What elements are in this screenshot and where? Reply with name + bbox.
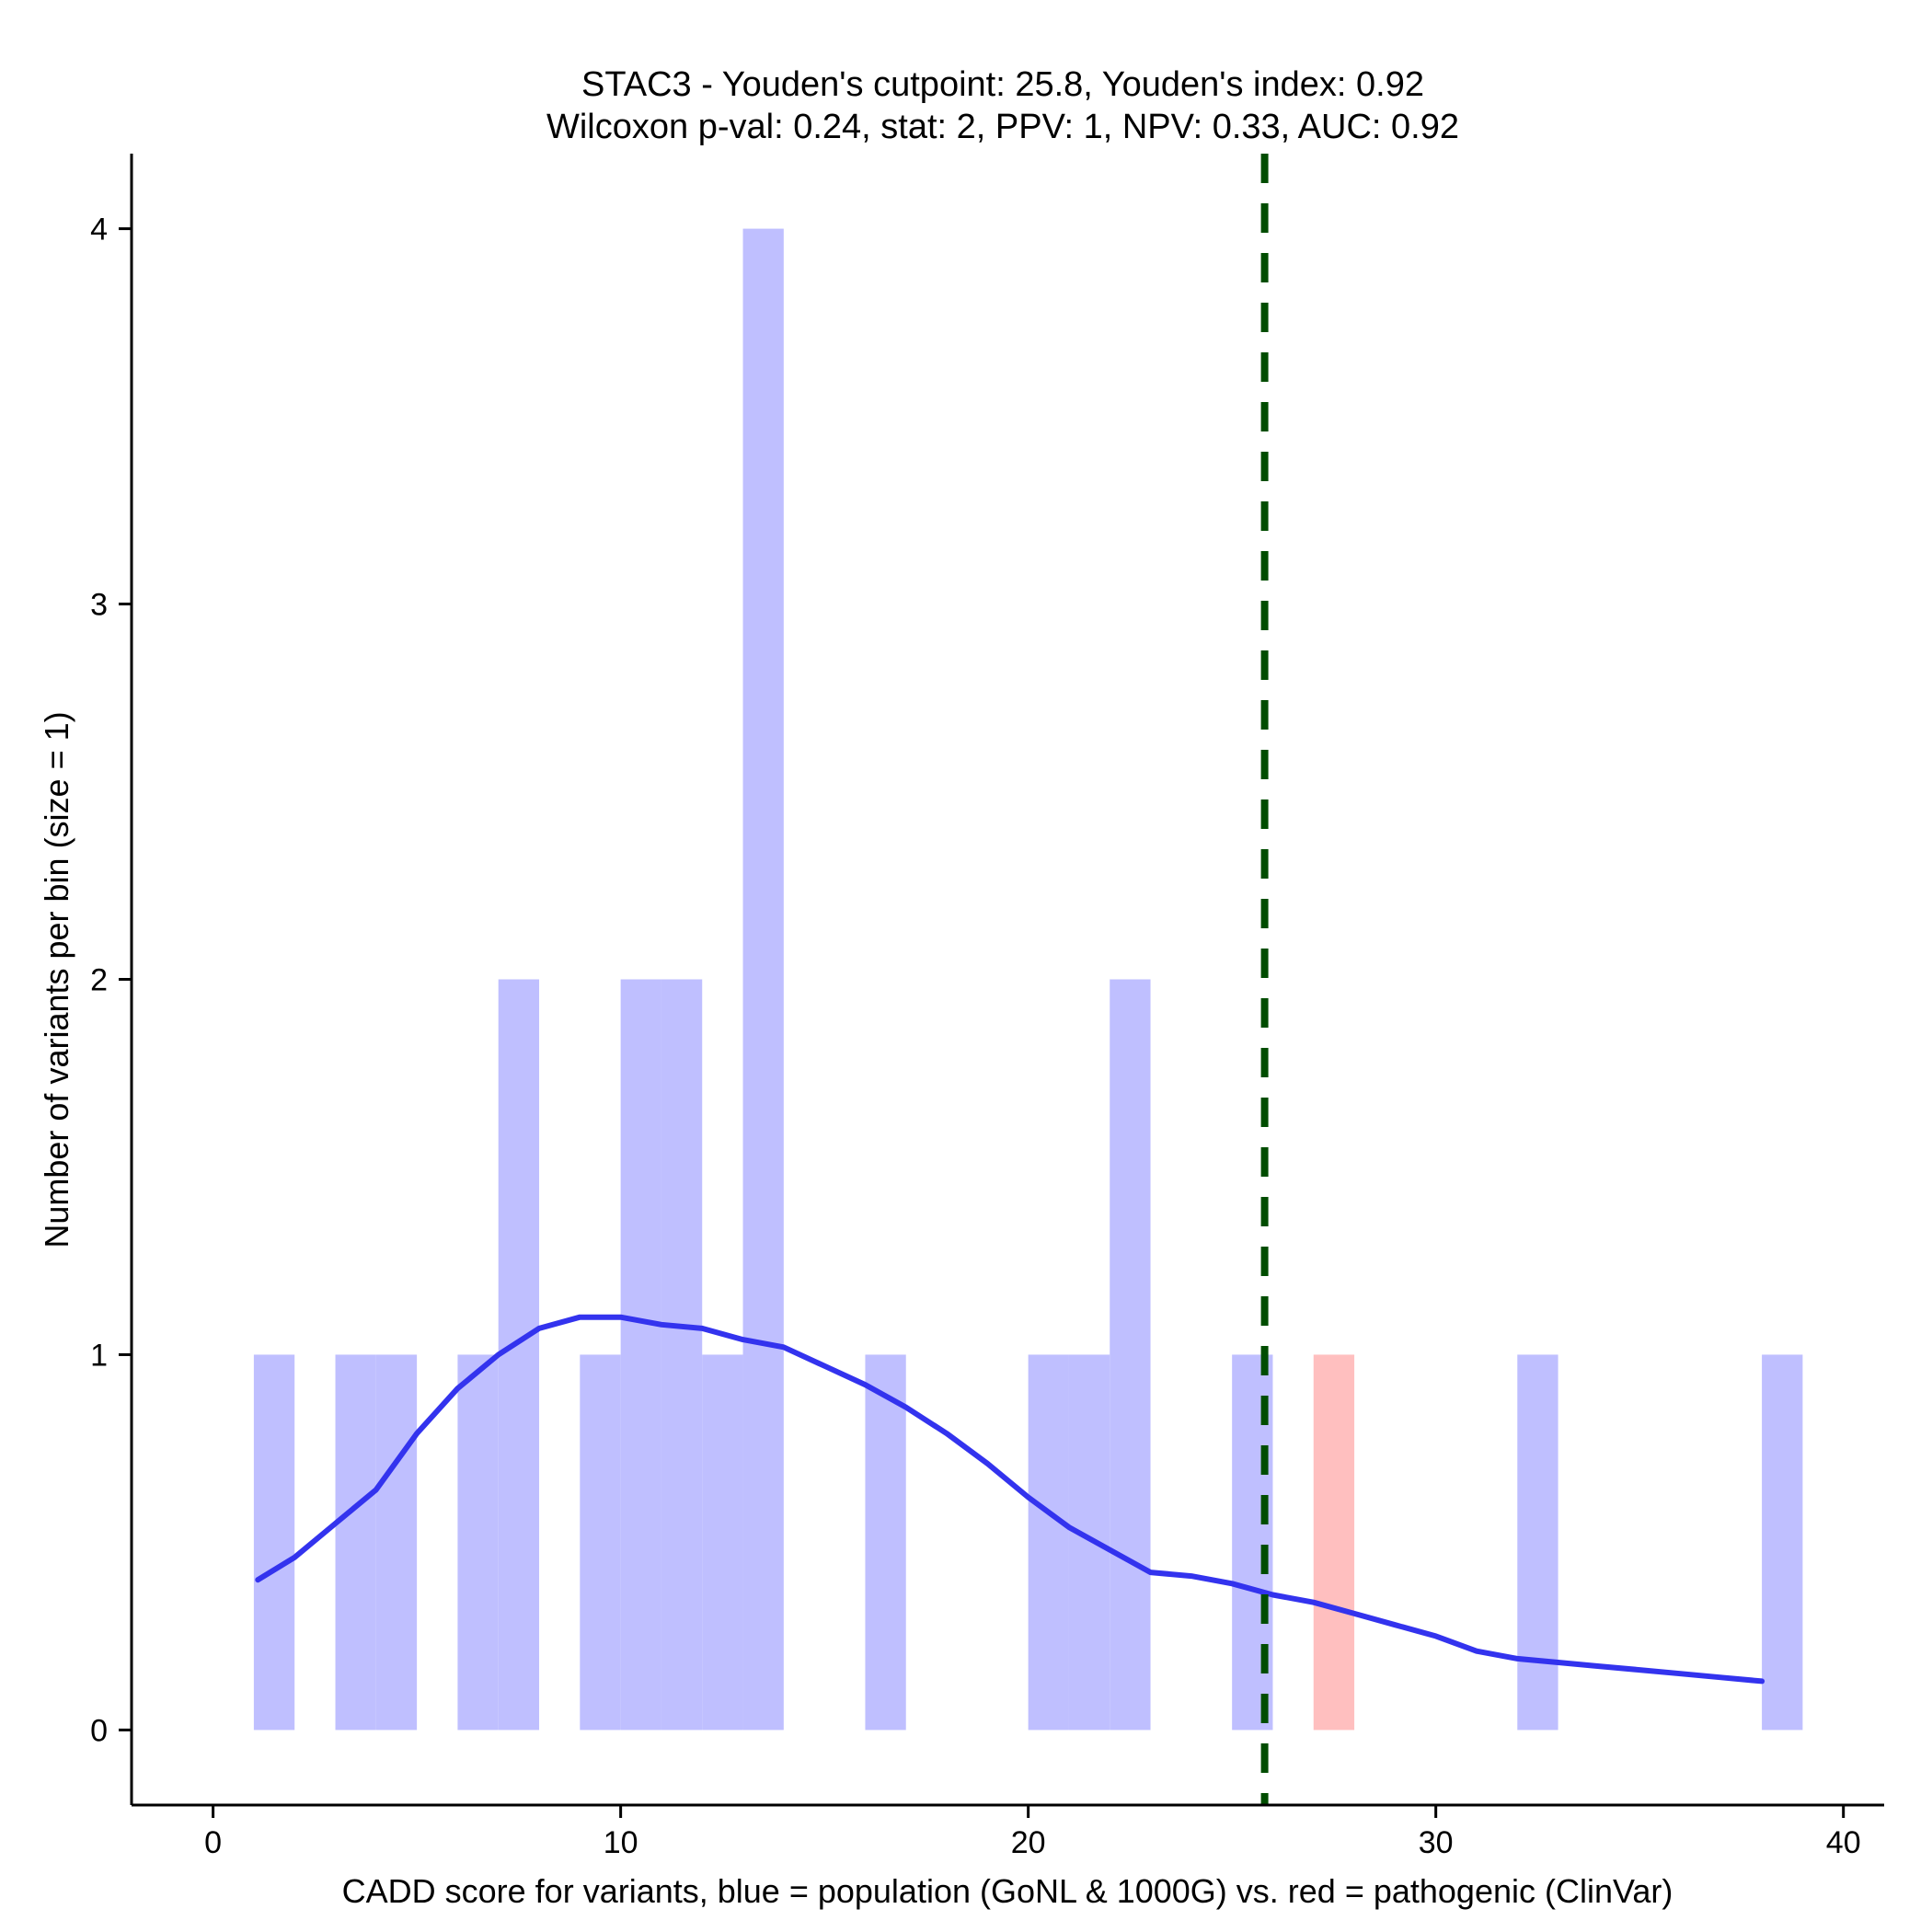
- bar-series0-bin-20: [1028, 1354, 1069, 1731]
- x-tick-label-0: 0: [204, 1825, 222, 1860]
- axes: 0 10 20 30 40 0 1 2 3 4: [90, 154, 1884, 1860]
- bar-series0-bin-9: [580, 1354, 621, 1731]
- density-layer: [255, 1314, 1765, 1685]
- y-tick-label-1: 1: [90, 1338, 108, 1373]
- bar-series0-bin-13: [742, 228, 784, 1731]
- bar-series0-bin-32: [1517, 1354, 1558, 1731]
- x-tick-label-30: 30: [1419, 1825, 1454, 1860]
- y-tick-label-0: 0: [90, 1713, 108, 1748]
- y-tick-label-2: 2: [90, 963, 108, 998]
- y-tick-label-4: 4: [90, 213, 108, 247]
- bar-series0-bin-12: [702, 1354, 743, 1731]
- x-tick-label-10: 10: [604, 1825, 638, 1860]
- bar-series0-bin-10: [620, 979, 661, 1731]
- bar-series0-bin-22: [1110, 979, 1151, 1731]
- x-tick-label-20: 20: [1011, 1825, 1046, 1860]
- x-ticks: 0 10 20 30 40: [204, 1805, 1861, 1860]
- y-ticks: 0 1 2 3 4: [90, 213, 132, 1748]
- bar-series1-bin-27: [1313, 1354, 1355, 1731]
- histogram-bars: [253, 228, 1803, 1731]
- y-tick-label-3: 3: [90, 588, 108, 623]
- chart-title-line2: Wilcoxon p-val: 0.24, stat: 2, PPV: 1, N…: [546, 108, 1459, 146]
- bar-series0-bin-1: [253, 1354, 295, 1731]
- x-axis-label: CADD score for variants, blue = populati…: [342, 1872, 1673, 1910]
- bar-series0-bin-6: [457, 1354, 499, 1731]
- bar-series0-bin-3: [335, 1354, 376, 1731]
- y-axis-label: Number of variants per bin (size = 1): [38, 711, 75, 1248]
- x-tick-label-40: 40: [1826, 1825, 1861, 1860]
- bar-series0-bin-21: [1068, 1354, 1110, 1731]
- bar-series0-bin-7: [498, 979, 540, 1731]
- chart-title-line1: STAC3 - Youden's cutpoint: 25.8, Youden'…: [581, 65, 1424, 104]
- plot-area: [253, 154, 1803, 1805]
- density-curve: [255, 1314, 1765, 1685]
- bar-series0-bin-4: [375, 1354, 418, 1731]
- bar-series0-bin-38: [1762, 1354, 1803, 1731]
- bar-series0-bin-11: [661, 979, 703, 1731]
- bar-series0-bin-16: [865, 1354, 906, 1731]
